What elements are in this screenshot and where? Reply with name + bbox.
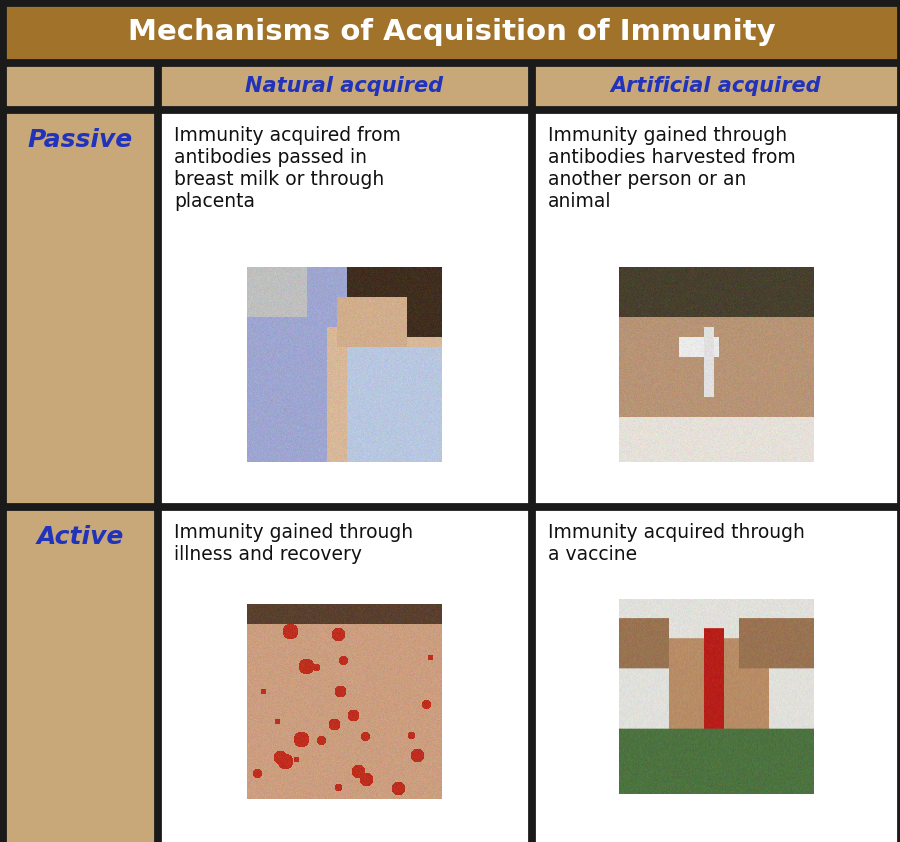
Bar [534,112,898,504]
Bar [160,65,529,107]
Text: Artificial acquired: Artificial acquired [611,76,822,96]
Text: Active: Active [36,525,123,549]
Bar [5,65,155,107]
Text: Natural acquired: Natural acquired [246,76,444,96]
Text: Immunity acquired through
a vaccine: Immunity acquired through a vaccine [548,523,805,564]
Bar [5,5,898,60]
Bar [5,112,155,504]
Text: Immunity gained through
antibodies harvested from
another person or an
animal: Immunity gained through antibodies harve… [548,126,796,211]
Bar [5,509,155,842]
Bar [534,65,898,107]
Bar [160,112,529,504]
Text: Mechanisms of Acquisition of Immunity: Mechanisms of Acquisition of Immunity [128,19,775,46]
Text: Immunity acquired from
antibodies passed in
breast milk or through
placenta: Immunity acquired from antibodies passed… [174,126,400,211]
Text: Passive: Passive [27,128,132,152]
Bar [534,509,898,842]
Bar [160,509,529,842]
Text: Immunity gained through
illness and recovery: Immunity gained through illness and reco… [174,523,413,564]
